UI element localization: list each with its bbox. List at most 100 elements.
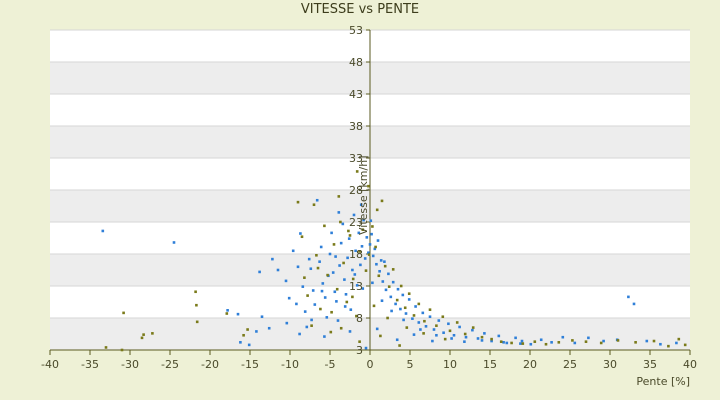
data-point [330,310,333,314]
data-point [435,333,438,337]
data-point [380,199,384,203]
data-point [364,346,368,350]
x-tick-label: -40 [41,358,59,371]
data-point [448,329,452,333]
data-point [480,335,484,339]
data-point [490,339,493,343]
data-point [305,325,309,329]
data-point [463,332,467,336]
data-point [296,265,300,269]
data-point [476,337,480,340]
data-point [355,314,358,318]
data-point [391,280,395,284]
data-point [361,228,365,231]
data-point [520,339,524,343]
data-point [295,302,298,306]
data-point [349,308,353,311]
data-point [634,341,637,344]
data-point [321,282,325,285]
x-tick-label: 0 [367,358,374,371]
data-point [379,259,383,262]
data-point [343,278,346,281]
data-point [384,288,388,292]
data-point [374,245,377,249]
data-point [142,333,145,336]
data-point [120,348,124,352]
data-point [371,225,374,228]
data-point [584,340,588,343]
data-point [339,241,343,245]
data-point [351,268,354,272]
data-point [521,342,525,345]
data-point [375,262,378,266]
data-point [386,316,389,320]
x-tick-label: -15 [241,358,259,371]
data-point [533,340,537,343]
data-point [348,234,352,237]
data-point [338,264,341,267]
data-point [359,203,363,207]
x-tick-label: -25 [161,358,179,371]
data-point [539,338,543,342]
data-point [351,295,354,299]
data-point [323,335,326,338]
data-point [276,268,280,272]
data-point [242,333,245,337]
data-point [303,310,307,313]
data-point [561,335,565,339]
data-point [331,271,335,274]
data-point [407,298,411,301]
data-point [323,296,327,299]
data-point [428,315,432,319]
data-point [122,311,125,315]
x-tick-label: -10 [281,358,299,371]
data-point [442,331,445,335]
data-point [395,338,399,342]
x-tick-label: -30 [121,358,139,371]
data-point [371,281,374,285]
data-point [376,239,380,242]
data-point [379,334,382,338]
data-point [404,312,408,315]
data-point [353,273,357,276]
data-point [285,321,289,325]
data-point [309,267,313,271]
data-point [399,284,403,288]
data-point [357,231,361,235]
data-point [347,237,351,240]
data-point [419,328,422,331]
data-point [354,249,357,253]
data-point [463,340,466,343]
data-point [247,343,251,347]
data-point [519,342,522,345]
x-tick-label: 30 [603,358,617,371]
x-tick-label: 25 [563,358,577,371]
data-point [326,273,329,277]
data-point [368,243,372,246]
data-point [225,312,229,315]
data-point [291,249,295,253]
data-point [358,340,361,343]
data-point [226,309,229,312]
data-point [367,184,370,188]
data-point [267,326,271,330]
data-point [437,319,441,322]
data-point [380,299,384,303]
x-tick-label: 10 [443,358,457,371]
data-point [343,305,347,308]
data-point [151,332,154,335]
data-point [339,220,342,224]
data-point [312,203,316,207]
data-point [627,295,630,299]
x-axis-title: Pente [%] [636,375,690,388]
data-point [399,307,402,311]
x-tick-label: -35 [81,358,99,371]
data-point [616,339,620,342]
data-point [337,211,341,214]
data-point [347,229,350,233]
data-point [375,327,379,331]
data-point [313,303,317,306]
data-point [306,294,309,297]
y-tick-label: 33 [349,152,363,165]
data-point [239,341,242,344]
